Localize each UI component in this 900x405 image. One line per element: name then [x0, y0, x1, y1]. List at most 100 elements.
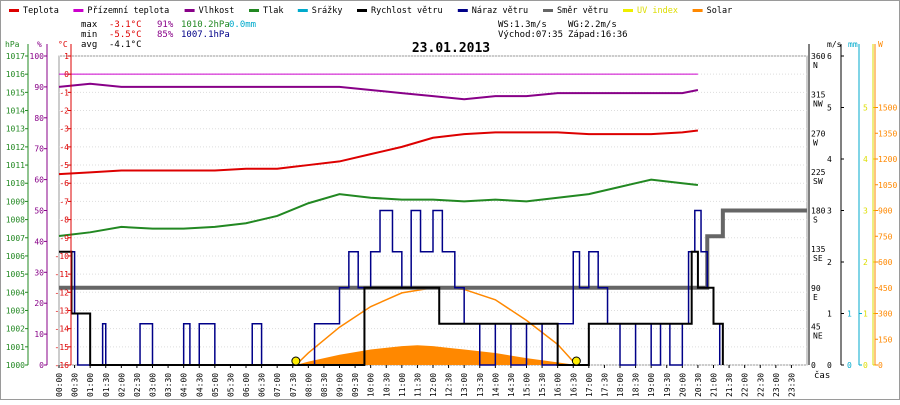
stats-max-humidity: 91%	[157, 20, 174, 30]
legend-label-5: Rychlost větru	[371, 6, 443, 16]
temperature-tick-label: -7	[59, 197, 69, 206]
legend-swatch-8	[623, 9, 633, 12]
temperature-tick-label: -14	[55, 325, 70, 334]
x-tick-label: 02:00	[117, 373, 126, 397]
x-tick-label: 10:30	[382, 373, 391, 397]
temperature-tick-label: -9	[59, 234, 69, 243]
stats-avg-temperature: -4.1°C	[109, 40, 142, 50]
temperature-tick-label: -16	[55, 361, 70, 370]
solar-tick-label: 0	[878, 361, 883, 370]
x-tick-label: 21:00	[710, 373, 719, 397]
temperature-tick-label: -3	[59, 125, 69, 134]
uv-tick-label: 0	[863, 361, 868, 370]
solar-tick-label: 450	[878, 284, 893, 293]
humidity-tick-label: 50	[34, 207, 44, 216]
solar-tick-label: 1050	[878, 181, 897, 190]
temperature-tick-label: -15	[55, 343, 70, 352]
x-tick-label: 19:30	[663, 373, 672, 397]
solar-tick-label: 750	[878, 232, 893, 241]
humidity-tick-label: 0	[39, 361, 44, 370]
pressure-tick-label: 1014	[6, 107, 25, 116]
x-tick-label: 13:30	[476, 373, 485, 397]
x-tick-label: 01:00	[86, 373, 95, 397]
uv-tick-label: 4	[863, 155, 868, 164]
pressure-tick-label: 1001	[6, 343, 25, 352]
stats-precipitation: 0.0mm	[229, 20, 256, 30]
x-tick-label: 09:30	[351, 373, 360, 397]
pressure-tick-label: 1006	[6, 252, 25, 261]
legend-swatch-9	[692, 9, 703, 12]
x-tick-label: 23:30	[787, 373, 796, 397]
humidity-tick-label: 30	[34, 268, 44, 277]
temperature-tick-label: -2	[59, 107, 69, 116]
legend-label-3: Tlak	[263, 6, 283, 16]
rain-tick-label: 1	[847, 310, 852, 319]
temperature-tick-label: -11	[55, 270, 70, 279]
x-tick-label: 02:30	[133, 373, 142, 397]
wind-tick-label: 6	[827, 52, 832, 61]
pressure-tick-label: 1003	[6, 306, 25, 315]
wind-tick-label: 3	[827, 207, 832, 216]
direction-tick-label: 315	[811, 91, 826, 100]
legend-swatch-6	[457, 9, 468, 12]
legend-swatch-5	[357, 9, 367, 12]
x-tick-label: 15:00	[523, 373, 532, 397]
legend-label-2: Vlhkost	[199, 6, 235, 16]
x-tick-label: 13:00	[460, 373, 469, 397]
stats-avg-label: avg	[81, 40, 97, 50]
stats-max-label: max	[81, 20, 98, 30]
solar-axis-unit: W	[878, 40, 883, 49]
x-tick-label: 03:00	[149, 373, 158, 397]
legend-label-1: Přízemní teplota	[87, 6, 169, 16]
x-tick-label: 05:30	[226, 373, 235, 397]
direction-tick-label: 90	[811, 284, 821, 293]
series-pressure	[58, 178, 699, 237]
humidity-tick-label: 90	[34, 83, 44, 92]
direction-compass-label: N	[813, 61, 818, 70]
x-tick-label: 06:30	[258, 373, 267, 397]
humidity-tick-label: 60	[34, 176, 44, 185]
wind-tick-label: 1	[827, 310, 832, 319]
pressure-axis-unit: hPa	[5, 40, 20, 49]
solar-tick-label: 900	[878, 207, 893, 216]
temperature-tick-label: -1	[59, 88, 69, 97]
stats-panel: max -3.1°C 91% 1010.2hPa 0.0mm min -5.5°…	[81, 20, 628, 50]
uv-tick-label: 2	[863, 258, 868, 267]
solar-tick-label: 300	[878, 310, 893, 319]
stats-sunset: Západ:16:36	[568, 30, 628, 40]
x-tick-label: 04:30	[195, 373, 204, 397]
direction-compass-label: SE	[813, 254, 823, 263]
direction-tick-label: 225	[811, 168, 826, 177]
x-tick-label: 07:00	[273, 373, 282, 397]
uv-tick-label: 5	[863, 104, 868, 113]
x-tick-label: 15:30	[538, 373, 547, 397]
sun-marker	[571, 356, 581, 366]
x-tick-label: 14:00	[491, 373, 500, 397]
x-tick-label: 10:00	[367, 373, 376, 397]
x-tick-label: 19:00	[647, 373, 656, 397]
pressure-tick-label: 1011	[6, 161, 25, 170]
pressure-tick-label: 1016	[6, 70, 25, 79]
humidity-axis-unit: %	[37, 40, 42, 49]
series-solar	[295, 345, 577, 365]
direction-compass-label: W	[813, 138, 818, 147]
solar-tick-label: 1500	[878, 104, 897, 113]
direction-tick-label: 270	[811, 129, 826, 138]
humidity-tick-label: 10	[34, 330, 44, 339]
x-tick-label: 03:30	[164, 373, 173, 397]
x-tick-label: 22:00	[741, 373, 750, 397]
legend-swatch-1	[73, 9, 84, 12]
pressure-tick-label: 1000	[6, 361, 25, 370]
direction-tick-label: 360	[811, 52, 826, 61]
direction-compass-label: NW	[813, 100, 823, 109]
temperature-tick-label: -6	[59, 179, 69, 188]
legend-swatch-4	[297, 9, 308, 12]
stats-min-temperature: -5.5°C	[109, 30, 142, 40]
pressure-tick-label: 1002	[6, 325, 25, 334]
legend-swatch-3	[249, 9, 259, 12]
legend: Teplota Přízemní teplota Vlhkost Tlak Srážky…	[9, 6, 732, 16]
legend-swatch-0	[9, 9, 19, 12]
direction-compass-label: NE	[813, 331, 823, 340]
pressure-tick-label: 1015	[6, 88, 25, 97]
x-tick-label: 09:00	[336, 373, 345, 397]
